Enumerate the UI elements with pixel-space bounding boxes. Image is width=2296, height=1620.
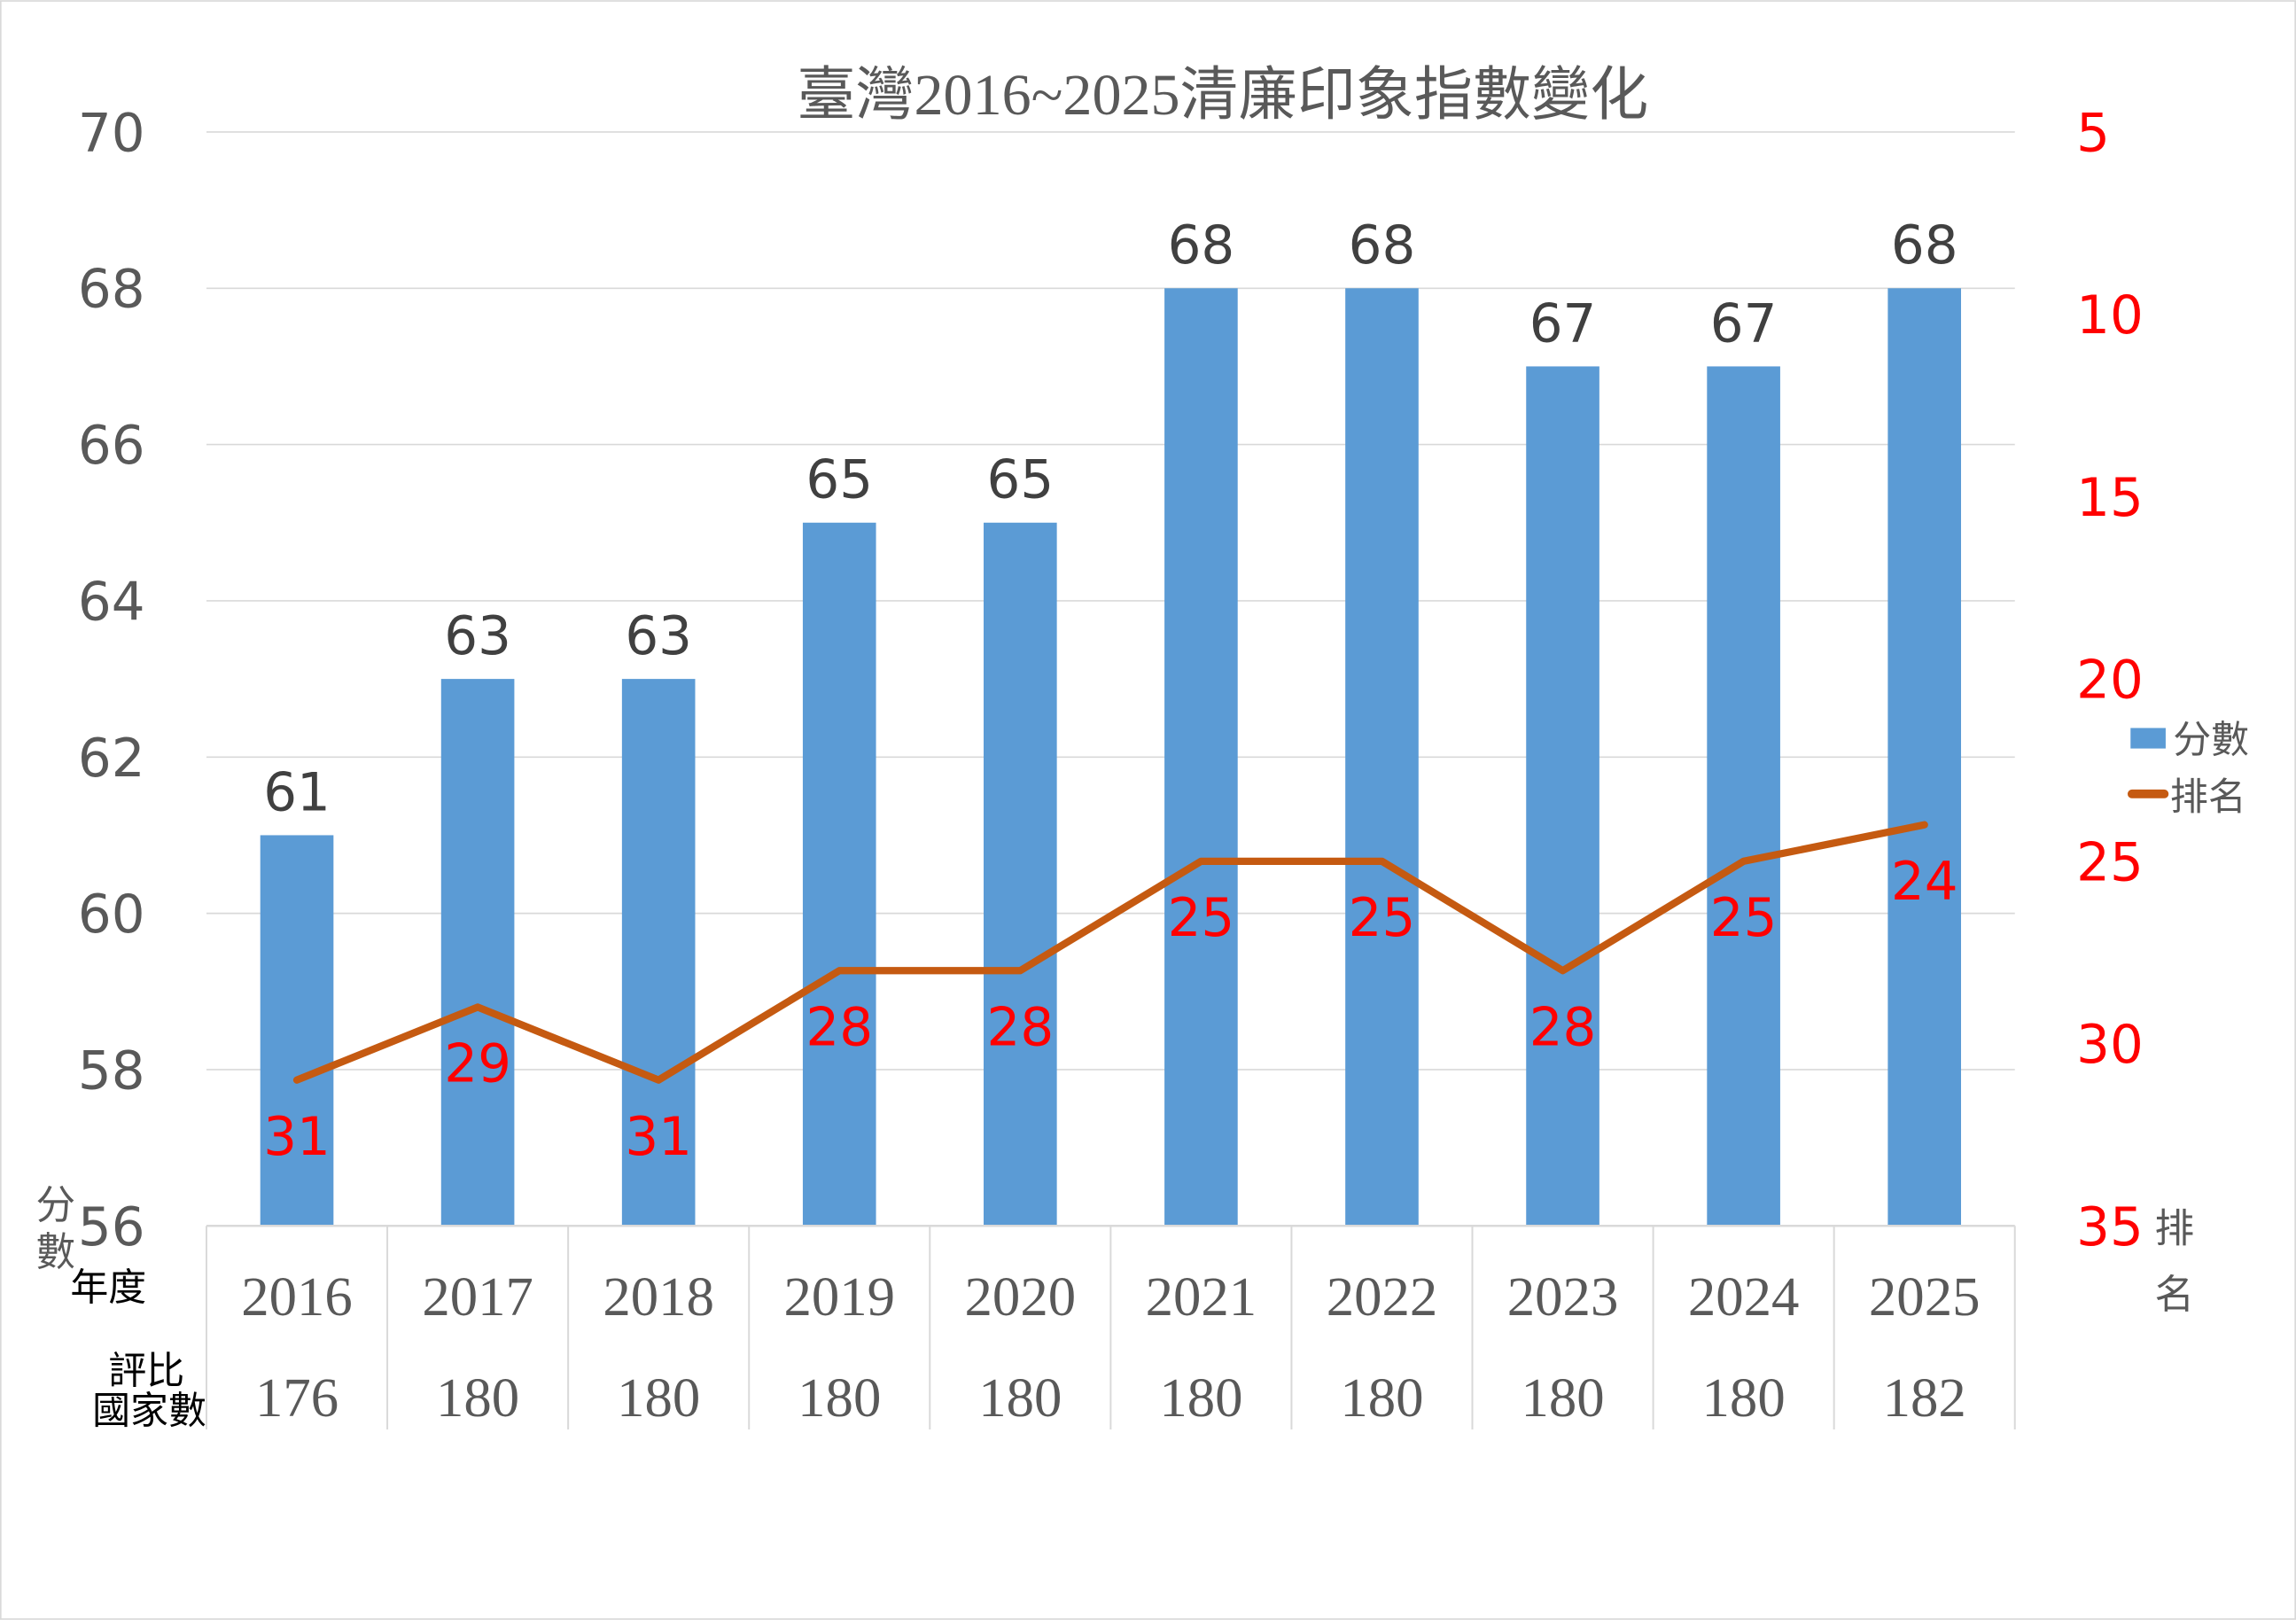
bar-2023 bbox=[1526, 366, 1599, 1227]
bar-2024 bbox=[1707, 366, 1780, 1227]
table-cell-country-count: 176 bbox=[255, 1367, 339, 1429]
x-tick-label-year: 2019 bbox=[783, 1266, 895, 1328]
x-tick-label-year: 2025 bbox=[1869, 1266, 1981, 1328]
rank-data-label: 24 bbox=[1891, 852, 1958, 913]
bar-2020 bbox=[984, 522, 1057, 1227]
rank-data-label: 28 bbox=[1529, 998, 1597, 1059]
x-tick-label-year: 2021 bbox=[1146, 1266, 1257, 1328]
left-tick-label: 64 bbox=[78, 572, 145, 633]
bar-data-label: 68 bbox=[1349, 215, 1416, 276]
bar-2019 bbox=[802, 522, 876, 1227]
rank-data-label: 31 bbox=[625, 1107, 692, 1168]
right-tick-label: 25 bbox=[2076, 832, 2144, 893]
table-row-label-count-2: 國家數 bbox=[92, 1390, 206, 1432]
right-tick-label: 20 bbox=[2076, 650, 2144, 712]
table-cell-country-count: 182 bbox=[1883, 1367, 1966, 1429]
legend-label-rank: 排名 bbox=[2170, 777, 2246, 819]
right-tick-label: 30 bbox=[2076, 1015, 2144, 1076]
bar-data-label: 61 bbox=[263, 762, 331, 823]
table-row-label-year: 年度 bbox=[70, 1268, 146, 1310]
table-cell-country-count: 180 bbox=[1159, 1367, 1242, 1429]
rank-data-label: 29 bbox=[444, 1034, 511, 1095]
x-tick-label-year: 2016 bbox=[241, 1266, 353, 1328]
bar-data-label: 68 bbox=[1168, 215, 1235, 276]
table-cell-country-count: 180 bbox=[798, 1367, 881, 1429]
left-tick-label: 58 bbox=[78, 1040, 145, 1102]
left-axis-label: 分數 bbox=[35, 1183, 75, 1274]
table-cell-country-count: 180 bbox=[1702, 1367, 1786, 1429]
left-tick-label: 62 bbox=[78, 728, 145, 790]
chart-title: 臺灣2016~2025清廉印象指數變化 bbox=[797, 63, 1648, 128]
left-tick-label: 56 bbox=[78, 1197, 145, 1258]
legend-swatch-bar bbox=[2130, 728, 2166, 749]
left-tick-label: 68 bbox=[78, 260, 145, 321]
table-row-label-count-1: 評比 bbox=[108, 1351, 184, 1393]
right-axis-label: 排名 bbox=[2155, 1206, 2195, 1316]
bar-data-label: 65 bbox=[986, 450, 1054, 511]
table-cell-country-count: 180 bbox=[978, 1367, 1062, 1429]
x-tick-label-year: 2022 bbox=[1327, 1266, 1438, 1328]
left-tick-label: 70 bbox=[78, 103, 145, 164]
rank-data-label: 25 bbox=[1349, 888, 1416, 949]
rank-data-label: 31 bbox=[263, 1107, 331, 1168]
x-tick-label-year: 2018 bbox=[603, 1266, 714, 1328]
table-cell-country-count: 180 bbox=[436, 1367, 519, 1429]
legend-label-score: 分數 bbox=[2173, 720, 2249, 762]
rank-data-label: 25 bbox=[1168, 888, 1235, 949]
x-tick-label-year: 2017 bbox=[422, 1266, 533, 1328]
bar-data-label: 67 bbox=[1710, 293, 1778, 354]
table-cell-country-count: 180 bbox=[1340, 1367, 1423, 1429]
bar-2025 bbox=[1887, 288, 1962, 1227]
rank-data-label: 25 bbox=[1710, 888, 1778, 949]
bar-data-label: 63 bbox=[444, 606, 511, 667]
left-tick-label: 66 bbox=[78, 416, 145, 477]
table-cell-country-count: 180 bbox=[1521, 1367, 1604, 1429]
bar-data-label: 65 bbox=[806, 450, 873, 511]
right-tick-label: 35 bbox=[2076, 1197, 2144, 1258]
legend: 分數 排名 bbox=[2127, 720, 2249, 819]
bar-data-label: 67 bbox=[1529, 293, 1597, 354]
right-tick-label: 10 bbox=[2076, 285, 2144, 347]
bar-2016 bbox=[260, 835, 334, 1227]
table-cell-country-count: 180 bbox=[617, 1367, 700, 1429]
bar-2021 bbox=[1164, 288, 1238, 1227]
left-tick-label: 60 bbox=[78, 884, 145, 946]
right-tick-label: 5 bbox=[2076, 103, 2110, 164]
x-tick-label-year: 2020 bbox=[965, 1266, 1077, 1328]
bar-2018 bbox=[621, 679, 696, 1227]
rank-data-label: 28 bbox=[986, 998, 1054, 1059]
x-tick-label-year: 2023 bbox=[1507, 1266, 1619, 1328]
bar-2022 bbox=[1345, 288, 1419, 1227]
right-tick-label: 15 bbox=[2076, 468, 2144, 529]
bar-data-label: 68 bbox=[1891, 215, 1958, 276]
bar-2017 bbox=[440, 679, 515, 1227]
rank-data-label: 28 bbox=[806, 998, 873, 1059]
x-tick-label-year: 2024 bbox=[1688, 1266, 1800, 1328]
rank-line bbox=[292, 821, 1928, 1084]
bar-data-label: 63 bbox=[625, 606, 692, 667]
